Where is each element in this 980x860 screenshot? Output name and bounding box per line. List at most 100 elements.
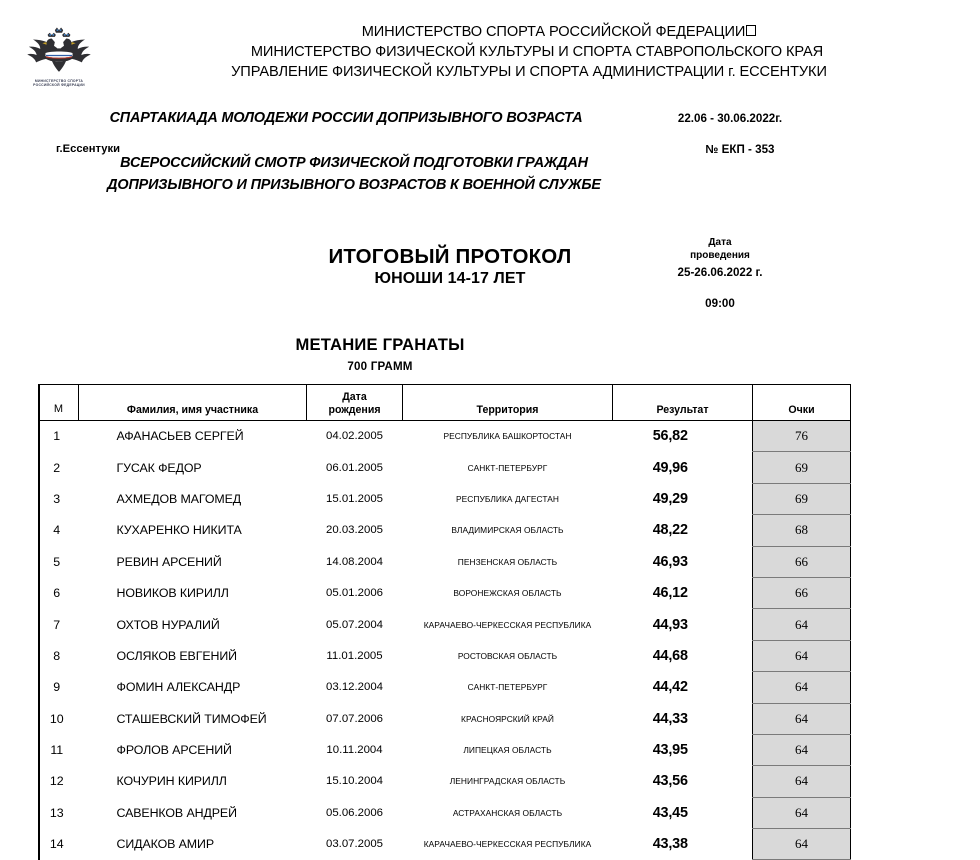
athlete-name: СТАШЕВСКИЙ ТИМОФЕЙ — [78, 703, 307, 735]
athlete-points: 66 — [752, 545, 851, 578]
column-header-territory: Территория — [402, 384, 613, 421]
athlete-dob: 04.02.2005 — [306, 420, 403, 452]
athlete-name: КУХАРЕНКО НИКИТА — [78, 514, 307, 547]
table-row: 2 ГУСАК ФЕДОР 06.01.2005 САНКТ-ПЕТЕРБУРГ 49,… — [38, 451, 851, 484]
table-header-row: М Фамилия, имя участника Дата рождения Т… — [38, 384, 851, 421]
athlete-rank: 14 — [38, 828, 79, 860]
athlete-result: 44,93 — [612, 608, 753, 641]
athlete-territory: ВОРОНЕЖСКАЯ ОБЛАСТЬ — [402, 577, 613, 609]
athlete-result: 43,38 — [612, 828, 753, 860]
column-header-name: Фамилия, имя участника — [78, 384, 307, 421]
results-table-head: М Фамилия, имя участника Дата рождения Т… — [38, 384, 851, 421]
athlete-dob: 03.12.2004 — [306, 671, 403, 704]
table-row: 7 ОХТОВ НУРАЛИЙ 05.07.2004 КАРАЧАЕВО-ЧЕРКЕС… — [38, 608, 851, 641]
athlete-points: 64 — [752, 671, 851, 704]
table-row: 11 ФРОЛОВ АРСЕНИЙ 10.11.2004 ЛИПЕЦКАЯ ОБЛАС… — [38, 733, 851, 767]
athlete-rank: 4 — [38, 514, 79, 547]
athlete-territory: РЕСПУБЛИКА ДАГЕСТАН — [402, 483, 613, 515]
athlete-rank: 3 — [38, 483, 79, 515]
athlete-dob: 10.11.2004 — [306, 734, 403, 766]
athlete-name: СИДАКОВ АМИР — [78, 828, 307, 860]
results-table-wrapper: М Фамилия, имя участника Дата рождения Т… — [38, 384, 851, 860]
event-city: г.Ессентуки — [56, 143, 120, 155]
athlete-name: ФРОЛОВ АРСЕНИЙ — [78, 734, 307, 766]
athlete-rank: 6 — [38, 577, 79, 609]
athlete-name: РЕВИН АРСЕНИЙ — [78, 546, 307, 578]
athlete-result: 44,33 — [612, 703, 753, 735]
athlete-points: 64 — [752, 608, 851, 641]
athlete-rank: 1 — [38, 420, 79, 452]
athlete-name: ОХТОВ НУРАЛИЙ — [78, 608, 307, 641]
column-header-rank: М — [38, 384, 79, 421]
athlete-points: 68 — [752, 514, 851, 547]
athlete-result: 49,96 — [612, 451, 753, 484]
table-row: 6 НОВИКОВ КИРИЛЛ 05.01.2006 ВОРОНЕЖСКАЯ ОБЛ… — [38, 576, 851, 610]
athlete-points: 64 — [752, 733, 851, 767]
table-row: 14 СИДАКОВ АМИР 03.07.2005 КАРАЧАЕВО-ЧЕРКЕС… — [38, 828, 851, 860]
ekp-number: № ЕКП - 353 — [705, 143, 775, 156]
discipline-name: МЕТАНИЕ ГРАНАТЫ — [295, 335, 465, 354]
held-date-block: Дата проведения 25-26.06.2022 г. 09:00 — [620, 236, 820, 310]
table-row: 3 АХМЕДОВ МАГОМЕД 15.01.2005 РЕСПУБЛИКА ДАГ… — [38, 482, 851, 516]
ministry-line-region: МИНИСТЕРСТВО ФИЗИЧЕСКОЙ КУЛЬТУРЫ И СПОРТ… — [250, 44, 824, 60]
athlete-points: 64 — [752, 765, 851, 798]
athlete-result: 44,68 — [612, 640, 753, 672]
athlete-territory: ЛЕНИНГРАДСКАЯ ОБЛАСТЬ — [402, 765, 613, 798]
held-date-label-line2: проведения — [690, 250, 750, 261]
column-header-result: Результат — [612, 384, 753, 421]
athlete-territory: САНКТ-ПЕТЕРБУРГ — [402, 671, 613, 704]
column-header-dob-line1: Дата — [342, 391, 367, 403]
document-masthead: МИНИСТЕРСТВО СПОРТА РОССИЙСКОЙ ФЕДЕРАЦИИ… — [0, 22, 980, 88]
athlete-name: АХМЕДОВ МАГОМЕД — [78, 483, 307, 515]
athlete-name: САВЕНКОВ АНДРЕЙ — [78, 797, 307, 829]
athlete-territory: КРАСНОЯРСКИЙ КРАЙ — [402, 703, 613, 735]
athlete-rank: 8 — [38, 640, 79, 672]
athlete-result: 43,45 — [612, 797, 753, 829]
athlete-points: 64 — [752, 828, 851, 860]
table-row: 8 ОСЛЯКОВ ЕВГЕНИЙ 11.01.2005 РОСТОВСКАЯ ОБЛ… — [38, 639, 851, 673]
athlete-name: ФОМИН АЛЕКСАНДР — [78, 671, 307, 704]
spartakiada-title: СПАРТАКИАДА МОЛОДЕЖИ РОССИИ ДОПРИЗЫВНОГО… — [109, 110, 583, 126]
held-date-value: 25-26.06.2022 г. — [677, 266, 763, 279]
athlete-dob: 05.07.2004 — [306, 608, 403, 641]
russian-sport-ministry-emblem-icon — [27, 27, 91, 72]
ministry-line-city: УПРАВЛЕНИЕ ФИЗИЧЕСКОЙ КУЛЬТУРЫ И СПОРТА … — [231, 64, 827, 80]
discipline-weight: 700 ГРАММ — [347, 360, 413, 373]
athlete-dob: 11.01.2005 — [306, 640, 403, 672]
athlete-territory: РОСТОВСКАЯ ОБЛАСТЬ — [402, 640, 613, 672]
athlete-result: 46,93 — [612, 546, 753, 578]
athlete-dob: 06.01.2005 — [306, 451, 403, 484]
athlete-result: 46,12 — [612, 577, 753, 609]
emblem-caption: МИНИСТЕРСТВО СПОРТА РОССИЙСКОЙ ФЕДЕРАЦИИ — [33, 79, 85, 88]
athlete-rank: 10 — [38, 703, 79, 735]
athlete-rank: 11 — [38, 734, 79, 766]
column-header-points: Очки — [752, 384, 851, 421]
review-title: ВСЕРОССИЙСКИЙ СМОТР ФИЗИЧЕСКОЙ ПОДГОТОВК… — [107, 155, 601, 193]
athlete-name: ОСЛЯКОВ ЕВГЕНИЙ — [78, 640, 307, 672]
athlete-points: 76 — [752, 419, 851, 453]
athlete-dob: 05.01.2006 — [306, 577, 403, 609]
table-row: 9 ФОМИН АЛЕКСАНДР 03.12.2004 САНКТ-ПЕТЕРБУР… — [38, 671, 851, 704]
athlete-points: 69 — [752, 451, 851, 484]
athlete-territory: КАРАЧАЕВО-ЧЕРКЕССКАЯ РЕСПУБЛИКА — [402, 828, 613, 860]
held-date-label-line1: Дата — [708, 237, 732, 248]
athlete-territory: ВЛАДИМИРСКАЯ ОБЛАСТЬ — [402, 514, 613, 547]
athlete-dob: 20.03.2005 — [306, 514, 403, 547]
athlete-result: 43,56 — [612, 765, 753, 798]
athlete-dob: 07.07.2006 — [306, 703, 403, 735]
athlete-points: 66 — [752, 576, 851, 610]
athlete-dob: 14.08.2004 — [306, 546, 403, 578]
event-date-range: 22.06 - 30.06.2022г. — [677, 112, 783, 125]
athlete-name: НОВИКОВ КИРИЛЛ — [78, 577, 307, 609]
age-category: ЮНОШИ 14-17 ЛЕТ — [374, 270, 526, 287]
athlete-result: 44,42 — [612, 671, 753, 704]
athlete-result: 56,82 — [612, 420, 753, 452]
athlete-territory: АСТРАХАНСКАЯ ОБЛАСТЬ — [402, 797, 613, 829]
athlete-result: 48,22 — [612, 514, 753, 547]
athlete-result: 43,95 — [612, 734, 753, 766]
unknown-glyph-icon — [746, 25, 757, 36]
athlete-territory: ЛИПЕЦКАЯ ОБЛАСТЬ — [402, 734, 613, 766]
athlete-points: 64 — [752, 702, 851, 735]
athlete-territory: КАРАЧАЕВО-ЧЕРКЕССКАЯ РЕСПУБЛИКА — [402, 608, 613, 641]
page-title: ИТОГОВЫЙ ПРОТОКОЛ — [328, 245, 572, 268]
